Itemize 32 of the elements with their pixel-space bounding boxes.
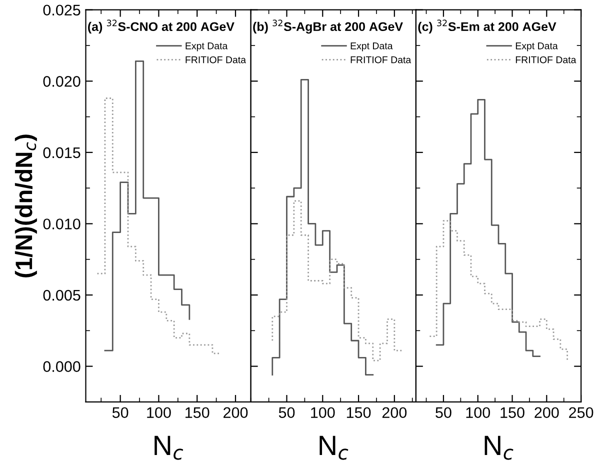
x-tick-label: 250 — [569, 407, 594, 418]
legend-label: FRITIOF Data — [516, 56, 576, 64]
text: (a) $^{32}$S-CNO at 200 AGeV — [88, 20, 234, 34]
x-tick-label: 200 — [382, 407, 407, 418]
x-tick-label: 100 — [147, 407, 171, 418]
x-tick-label: 200 — [534, 407, 559, 418]
y-tick-label: 0.015 — [43, 147, 80, 158]
x-axis-title: N$_{c}$ — [320, 436, 348, 460]
x-tick-label: 150 — [346, 407, 371, 418]
x-tick-label: 50 — [278, 407, 295, 418]
y-axis-title: (1/N)(dn/dN$_{c}$) — [14, 134, 37, 278]
y-tick-label: 0.010 — [43, 218, 80, 230]
legend-label: Expt Data — [516, 42, 558, 52]
x-tick-label: 200 — [224, 407, 248, 418]
x-tick-label: 150 — [500, 407, 524, 418]
y-tick-label: 0.025 — [43, 4, 80, 16]
x-axis-title: N$_{c}$ — [484, 436, 514, 460]
x-tick-label: 50 — [112, 407, 128, 418]
legend-label: FRITIOF Data — [186, 56, 246, 64]
legend-label: Expt Data — [350, 42, 393, 52]
legend-label: Expt Data — [186, 42, 228, 52]
x-tick-label: 50 — [436, 407, 452, 418]
x-tick-label: 100 — [311, 407, 335, 418]
legend-label: FRITIOF Data — [350, 56, 412, 64]
x-tick-label: 100 — [466, 407, 490, 418]
text: (b) $^{32}$S-AgBr at 200 AGeV — [253, 20, 403, 34]
y-tick-label: 0.000 — [43, 361, 80, 372]
text: (c) $^{32}$S-Em at 200 AGeV — [418, 20, 556, 34]
x-tick-label: 150 — [186, 407, 210, 418]
y-tick-label: 0.020 — [43, 76, 80, 87]
x-axis-title: N$_{c}$ — [154, 436, 184, 460]
y-tick-label: 0.005 — [43, 290, 80, 301]
